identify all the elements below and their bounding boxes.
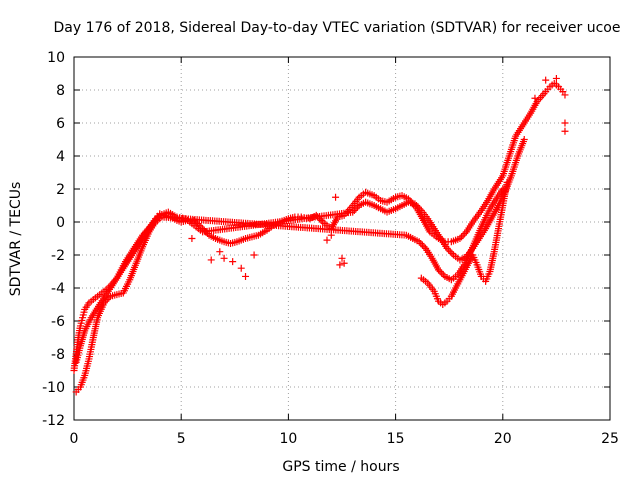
data-point-lower-branch (418, 241, 426, 249)
y-tick-label: -2 (51, 248, 65, 264)
data-point-lower-branch (415, 238, 423, 246)
y-axis-label: SDTVAR / TECUs (8, 182, 24, 297)
data-points (70, 74, 569, 396)
data-point-upper-branch (416, 205, 424, 213)
y-tick-label: 2 (56, 182, 65, 198)
data-point-upper-branch (350, 206, 358, 214)
data-point-lower-branch (102, 297, 110, 305)
x-tick-label: 5 (177, 431, 186, 447)
y-tick-label: -4 (51, 281, 65, 297)
data-point-sparse-points (323, 236, 331, 244)
data-point-sparse-points (229, 258, 237, 266)
data-point-upper-branch (349, 208, 357, 216)
y-tick-label: 8 (56, 83, 65, 99)
y-tick-label: 4 (56, 149, 65, 165)
x-tick-label: 20 (494, 431, 512, 447)
data-point-sparse-points (220, 254, 228, 262)
y-tick-label: -10 (42, 380, 65, 396)
data-point-sparse-points (561, 119, 569, 127)
data-point-upper-branch (445, 246, 453, 254)
y-tick-label: 0 (56, 215, 65, 231)
data-point-sparse-points (242, 272, 250, 280)
data-point-upper-branch (414, 203, 422, 211)
data-point-lower-branch (417, 239, 425, 247)
x-tick-label: 0 (70, 431, 79, 447)
y-tick-label: -12 (42, 413, 65, 429)
y-tick-label: -6 (51, 314, 65, 330)
data-point-main-trace (317, 216, 325, 224)
data-point-upper-branch (352, 205, 360, 213)
data-point-sparse-points (340, 259, 348, 267)
y-tick-label: 10 (47, 50, 65, 66)
data-point-lower-branch (438, 269, 446, 277)
data-point-sparse-points (332, 193, 340, 201)
data-point-main-trace (461, 230, 469, 238)
data-point-upper-branch (443, 244, 451, 252)
data-point-main-trace (456, 235, 464, 242)
data-point-sparse-points (552, 74, 560, 82)
grid-lines (74, 57, 610, 420)
data-point-deep-dip-branch (503, 178, 511, 186)
data-point-upper-branch (448, 249, 456, 257)
data-point-sparse-points (336, 261, 344, 269)
data-point-upper-branch (446, 248, 454, 256)
data-point-upper-branch (411, 200, 419, 208)
data-point-lower-branch (420, 243, 428, 251)
data-point-sparse-points (561, 127, 569, 135)
x-axis-label: GPS time / hours (282, 459, 399, 475)
axis-ticks: -12 -10 -8 -6 -4 -2 0 2 4 6 8 10 0 5 10 15 20 25 (42, 50, 619, 447)
data-point-main-trace (459, 231, 467, 239)
data-point-lower-branch (105, 294, 113, 302)
data-point-sparse-points (338, 254, 346, 262)
plot-frame (73, 56, 611, 421)
x-tick-label: 25 (601, 431, 619, 447)
data-point-sparse-points (188, 235, 196, 242)
data-point-lower-branch (103, 296, 111, 304)
data-point-lower-branch (439, 271, 447, 279)
data-point-main-trace (561, 91, 569, 99)
data-point-sparse-points (250, 251, 258, 259)
data-point-upper-branch (520, 136, 528, 143)
data-point-main-trace (458, 233, 466, 241)
x-tick-label: 15 (387, 431, 405, 447)
data-point-upper-branch (413, 202, 421, 209)
x-tick-label: 10 (279, 431, 297, 447)
y-tick-label: 6 (56, 116, 65, 132)
data-point-sparse-points (237, 264, 245, 272)
data-point-sparse-points (207, 256, 215, 264)
data-point-upper-branch (354, 203, 362, 211)
data-point-sparse-points (216, 248, 224, 256)
data-point-sparse-points (542, 76, 550, 84)
chart-title: Day 176 of 2018, Sidereal Day-to-day VTE… (54, 20, 621, 36)
data-point-lower-branch (434, 266, 442, 274)
data-point-lower-branch (436, 268, 444, 275)
data-point-sparse-points (327, 231, 335, 239)
data-point-sparse-points (531, 94, 539, 102)
data-point-lower-branch (100, 299, 108, 307)
y-tick-label: -8 (51, 347, 65, 363)
